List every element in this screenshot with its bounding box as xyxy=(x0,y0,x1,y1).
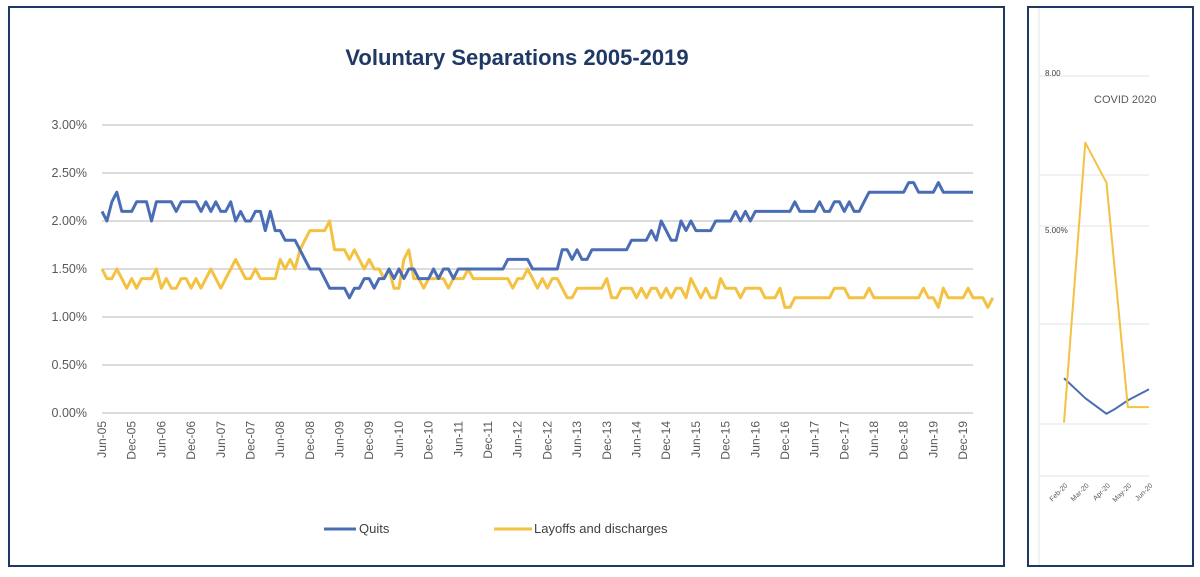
y-tick-label: 0.50% xyxy=(52,358,87,372)
inset-x-tick-label: Apr-20 xyxy=(1092,482,1112,502)
x-tick-label: Dec-09 xyxy=(362,421,376,460)
x-tick-label: Dec-08 xyxy=(303,421,317,460)
x-tick-label: Dec-05 xyxy=(125,421,139,460)
legend: Quits Layoffs and discharges xyxy=(324,521,668,536)
covid-inset-panel: 8.00 5.00% COVID 2020 Feb-20 Mar-20 Apr-20… xyxy=(1027,6,1194,567)
inset-x-tick-label: Feb-20 xyxy=(1049,482,1070,503)
chart-title: Voluntary Separations 2005-2019 xyxy=(345,45,688,70)
main-chart-panel: Voluntary Separations 2005-2019 0.00% 0.5… xyxy=(8,6,1005,567)
x-tick-label: Jun-12 xyxy=(511,421,525,458)
y-tick-label: 1.50% xyxy=(52,262,87,276)
x-tick-label: Jun-19 xyxy=(926,421,940,458)
x-tick-label: Dec-15 xyxy=(719,421,733,460)
x-tick-label: Dec-16 xyxy=(778,421,792,460)
legend-label-quits: Quits xyxy=(359,521,390,536)
covid-inset-chart: 8.00 5.00% COVID 2020 Feb-20 Mar-20 Apr-20… xyxy=(1038,8,1156,565)
main-line-chart: Voluntary Separations 2005-2019 0.00% 0.5… xyxy=(52,45,995,536)
y-tick-label: 1.00% xyxy=(52,310,87,324)
x-tick-label: Dec-10 xyxy=(422,421,436,460)
inset-gridlines xyxy=(1039,75,1149,477)
covid-annotation: COVID 2020 xyxy=(1094,94,1156,106)
inset-series-lines xyxy=(1063,141,1150,423)
x-tick-label: Jun-15 xyxy=(689,421,703,458)
inset-y-label-top: 8.00 xyxy=(1045,69,1061,78)
inset-x-tick-label: Mar-20 xyxy=(1070,482,1091,503)
x-tick-label: Dec-06 xyxy=(184,421,198,460)
inset-layoffs-line xyxy=(1063,141,1149,423)
inset-quits-line xyxy=(1063,377,1150,415)
x-tick-label: Jun-17 xyxy=(808,421,822,458)
y-tick-label: 2.00% xyxy=(52,214,87,228)
x-tick-label: Dec-19 xyxy=(956,421,970,460)
x-tick-label: Dec-17 xyxy=(837,421,851,460)
x-tick-label: Dec-14 xyxy=(659,421,673,460)
y-tick-label: 2.50% xyxy=(52,166,87,180)
x-tick-label: Jun-07 xyxy=(214,421,228,458)
x-tick-label: Jun-09 xyxy=(333,421,347,458)
main-x-tick-labels: Jun-05 Dec-05 Jun-06 Dec-06 Jun-07 Dec-07 Jun-… xyxy=(95,421,970,460)
main-y-tick-labels: 0.00% 0.50% 1.00% 1.50% 2.00% 2.50% 3.00% xyxy=(52,118,87,420)
x-tick-label: Dec-07 xyxy=(243,421,257,460)
inset-x-tick-label: Jun-20 xyxy=(1134,482,1154,502)
y-tick-label: 0.00% xyxy=(52,406,87,420)
x-tick-label: Jun-08 xyxy=(273,421,287,458)
x-tick-label: Jun-05 xyxy=(95,421,109,458)
x-tick-label: Jun-18 xyxy=(867,421,881,458)
series-line-layoffs-and-discharges xyxy=(100,219,995,309)
x-tick-label: Dec-11 xyxy=(481,421,495,459)
x-tick-label: Jun-06 xyxy=(154,421,168,458)
inset-x-tick-label: May-20 xyxy=(1112,482,1134,504)
x-tick-label: Jun-10 xyxy=(392,421,406,458)
y-tick-label: 3.00% xyxy=(52,118,87,132)
x-tick-label: Dec-13 xyxy=(600,421,614,460)
series-line-quits xyxy=(100,181,973,300)
legend-label-layoffs: Layoffs and discharges xyxy=(534,521,668,536)
x-tick-label: Dec-18 xyxy=(897,421,911,460)
x-tick-label: Jun-13 xyxy=(570,421,584,458)
main-series-lines xyxy=(100,181,995,309)
x-tick-label: Jun-16 xyxy=(748,421,762,458)
inset-x-tick-labels: Feb-20 Mar-20 Apr-20 May-20 Jun-20 xyxy=(1049,482,1155,504)
x-tick-label: Jun-11 xyxy=(451,421,465,457)
x-tick-label: Jun-14 xyxy=(629,421,643,458)
inset-y-label-mid: 5.00% xyxy=(1045,226,1068,235)
x-tick-label: Dec-12 xyxy=(540,421,554,460)
